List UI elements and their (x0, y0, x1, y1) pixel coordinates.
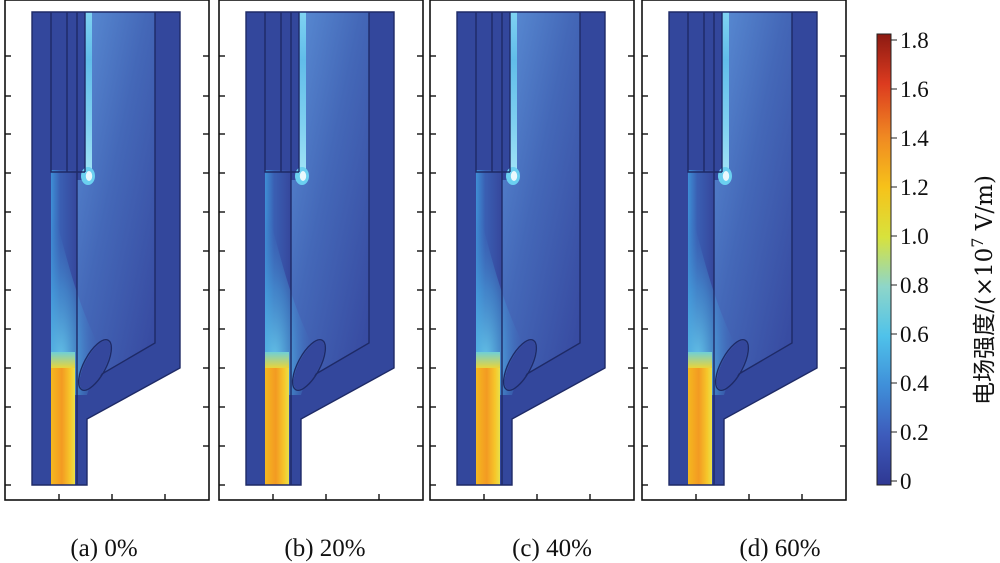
colorbar-tick-label: 0.6 (900, 322, 929, 347)
panel-c: (c) 40% (429, 0, 635, 562)
colorbar-tick-label: 0.4 (900, 371, 929, 396)
caption-d: (d) 60% (739, 535, 820, 562)
colorbar-tick-label: 1.6 (900, 77, 929, 102)
caption-c: (c) 40% (512, 535, 592, 562)
colorbar-label: 电场强度/(×107 V/m) (968, 175, 999, 405)
colorbar-ticks: 1.8 1.6 1.4 1.2 1.0 0.8 0.6 0.4 0.2 0 (891, 28, 929, 494)
colorbar-tick-label: 1.0 (900, 224, 929, 249)
panel-d: (d) 60% (641, 0, 847, 562)
colorbar-tick-label: 1.8 (900, 28, 929, 53)
colorbar-tick-label: 1.4 (900, 126, 929, 151)
colorbar-tick-label: 0.2 (900, 420, 929, 445)
panel-a: (a) 0% (4, 0, 210, 562)
field-map-d (641, 0, 847, 501)
colorbar-tick-label: 0 (900, 469, 912, 494)
caption-b: (b) 20% (284, 535, 365, 562)
caption-a: (a) 0% (70, 535, 137, 562)
panel-b: (b) 20% (218, 0, 424, 562)
field-map-b (218, 0, 424, 501)
field-map-a (4, 0, 210, 501)
field-map-c (429, 0, 635, 501)
colorbar-gradient (876, 33, 892, 486)
colorbar-tick-label: 0.8 (900, 273, 929, 298)
colorbar: 1.8 1.6 1.4 1.2 1.0 0.8 0.6 0.4 0.2 0 电场强度/(×107 … (876, 28, 999, 494)
colorbar-tick-label: 1.2 (900, 175, 929, 200)
